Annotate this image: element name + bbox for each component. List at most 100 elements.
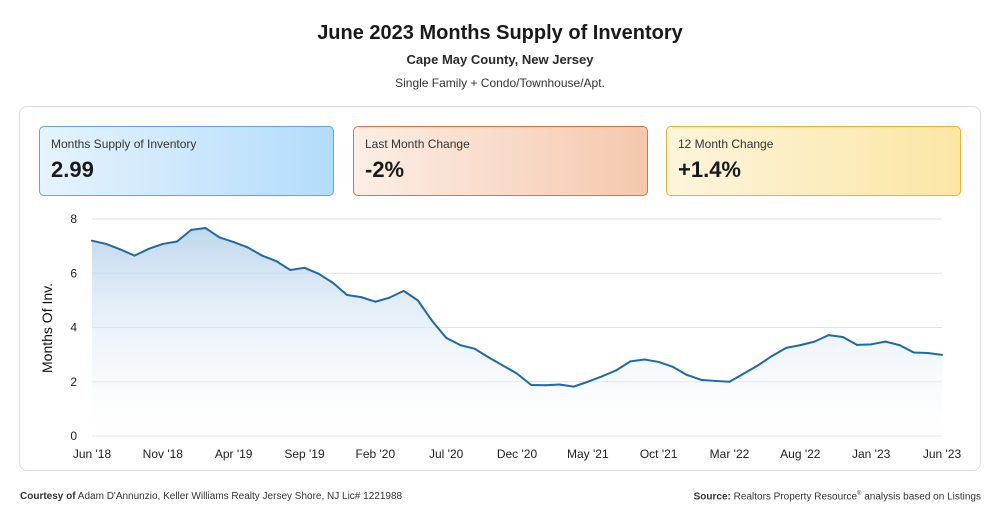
data-point bbox=[544, 384, 547, 387]
data-point bbox=[501, 364, 504, 367]
data-point bbox=[856, 343, 858, 346]
data-point bbox=[487, 356, 490, 359]
data-point bbox=[941, 353, 943, 356]
data-point bbox=[785, 346, 788, 349]
kpi-value: 2.99 bbox=[51, 157, 94, 182]
data-point bbox=[161, 242, 164, 245]
data-point bbox=[657, 360, 660, 363]
y-tick-label: 8 bbox=[70, 212, 77, 226]
kpi-label: Last Month Change bbox=[365, 137, 470, 151]
data-point bbox=[473, 347, 476, 350]
kpi-card-months-supply: Months Supply of Inventory 2.99 bbox=[39, 126, 334, 196]
x-tick-label: Nov '18 bbox=[143, 447, 184, 461]
data-point bbox=[572, 385, 575, 388]
x-tick-label: Sep '19 bbox=[284, 447, 325, 461]
data-point bbox=[147, 247, 150, 250]
data-point bbox=[388, 296, 391, 299]
data-point bbox=[629, 360, 632, 363]
data-point bbox=[530, 384, 533, 387]
source-text-tail: analysis based on Listings bbox=[861, 491, 981, 503]
kpi-card-12-month-change: 12 Month Change +1.4% bbox=[666, 126, 961, 196]
data-point bbox=[105, 242, 108, 245]
x-tick-label: Jan '23 bbox=[852, 447, 891, 461]
data-point bbox=[416, 299, 419, 302]
data-point bbox=[615, 369, 618, 372]
x-tick-label: Jul '20 bbox=[429, 447, 464, 461]
data-point bbox=[586, 380, 589, 383]
data-point bbox=[303, 266, 306, 269]
y-axis-ticks: 0 2 4 6 8 bbox=[70, 212, 77, 443]
y-tick-label: 6 bbox=[70, 266, 77, 280]
x-tick-label: Dec '20 bbox=[497, 447, 538, 461]
data-point bbox=[728, 380, 731, 383]
courtesy-text: Adam D'Annunzio, Keller Williams Realty … bbox=[77, 491, 403, 502]
kpi-card-last-month-change: Last Month Change -2% bbox=[353, 126, 648, 196]
data-point bbox=[402, 289, 405, 292]
courtesy-label: Courtesy of bbox=[20, 491, 76, 502]
x-axis-ticks: Jun '18 Nov '18 Apr '19 Sep '19 Feb '20 Jul '… bbox=[73, 447, 962, 461]
data-point bbox=[232, 241, 235, 244]
kpi-label: Months Supply of Inventory bbox=[51, 137, 197, 151]
source-footer: Source: Realtors Property Resource® anal… bbox=[694, 491, 981, 502]
data-point bbox=[898, 344, 901, 347]
data-point bbox=[671, 365, 674, 368]
data-point bbox=[601, 375, 603, 378]
data-point bbox=[261, 254, 263, 257]
y-tick-label: 0 bbox=[70, 429, 77, 443]
x-tick-label: Mar '22 bbox=[710, 447, 750, 461]
source-label: Source: bbox=[693, 491, 731, 503]
data-point bbox=[459, 344, 462, 347]
data-point bbox=[516, 372, 518, 375]
chart-subtitle: Cape May County, New Jersey bbox=[406, 52, 594, 67]
data-point bbox=[742, 372, 745, 375]
data-point bbox=[346, 293, 348, 296]
data-point bbox=[643, 358, 646, 361]
data-point bbox=[841, 335, 844, 338]
data-point bbox=[686, 373, 688, 376]
data-point bbox=[912, 351, 915, 354]
data-point bbox=[190, 228, 193, 231]
data-point bbox=[317, 272, 320, 275]
courtesy-footer: Courtesy of Adam D'Annunzio, Keller Will… bbox=[20, 491, 402, 502]
data-point bbox=[360, 296, 363, 299]
data-point bbox=[799, 344, 802, 347]
kpi-value: -2% bbox=[365, 157, 405, 182]
data-points bbox=[91, 226, 943, 388]
series-area bbox=[92, 227, 942, 436]
data-point bbox=[700, 378, 703, 381]
data-point bbox=[431, 319, 433, 322]
x-tick-label: Feb '20 bbox=[356, 447, 396, 461]
data-point bbox=[756, 364, 759, 367]
data-point bbox=[445, 336, 448, 339]
data-point bbox=[246, 246, 249, 249]
registered-mark: ® bbox=[857, 491, 862, 497]
y-tick-label: 2 bbox=[70, 375, 77, 389]
data-point bbox=[771, 354, 773, 357]
data-point bbox=[289, 268, 292, 271]
data-point bbox=[218, 236, 221, 239]
data-point bbox=[558, 383, 561, 386]
x-tick-label: Oct '21 bbox=[640, 447, 678, 461]
x-tick-label: Jun '23 bbox=[923, 447, 962, 461]
data-point bbox=[275, 260, 278, 263]
x-tick-label: Apr '19 bbox=[215, 447, 253, 461]
data-point bbox=[870, 343, 873, 346]
kpi-label: 12 Month Change bbox=[678, 137, 774, 151]
data-point bbox=[119, 248, 122, 251]
data-point bbox=[204, 226, 207, 229]
property-types-label: Single Family + Condo/Townhouse/Apt. bbox=[395, 76, 605, 90]
y-tick-label: 4 bbox=[70, 321, 77, 335]
x-tick-label: May '21 bbox=[567, 447, 609, 461]
data-point bbox=[827, 334, 830, 337]
data-point bbox=[813, 340, 816, 343]
data-point bbox=[374, 300, 377, 303]
chart-title: June 2023 Months Supply of Inventory bbox=[317, 22, 683, 44]
data-point bbox=[714, 379, 717, 382]
data-point bbox=[926, 351, 929, 354]
kpi-value: +1.4% bbox=[678, 157, 741, 182]
data-point bbox=[331, 281, 334, 284]
x-tick-label: Aug '22 bbox=[780, 447, 821, 461]
data-point bbox=[176, 240, 178, 243]
y-axis-label: Months Of Inv. bbox=[39, 283, 55, 373]
